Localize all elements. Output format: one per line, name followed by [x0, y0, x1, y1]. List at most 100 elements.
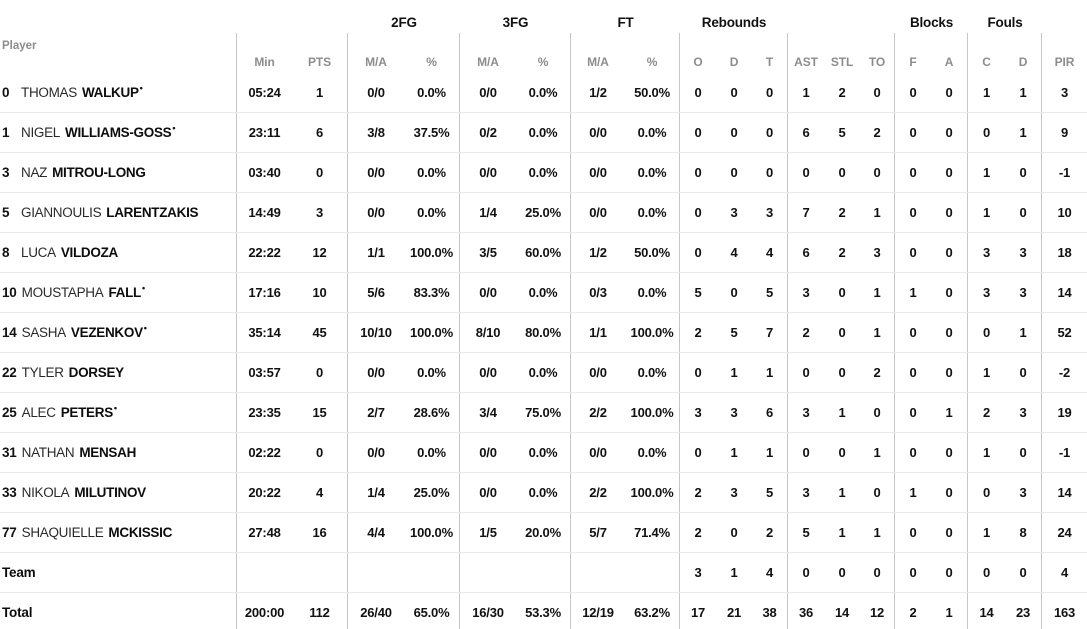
cell-ft-ma: 12/19: [582, 605, 614, 620]
cell-ft-pct: 0.0%: [625, 113, 680, 152]
cell-pts: 1: [292, 73, 348, 112]
cell-fg3-pct: 0.0%: [516, 273, 571, 312]
cell-blk-f: 0: [909, 365, 917, 380]
player-name-link[interactable]: 3 NAZ MITROU-LONG: [0, 153, 237, 192]
table-row: 10 MOUSTAPHA FALL • 17:16 10 5/6 83.3% 0/0 0.…: [0, 273, 1087, 313]
cell-pir: -1: [1058, 165, 1071, 180]
cell-min: 05:24: [248, 85, 281, 100]
cell-foul-d: 3: [1005, 273, 1042, 312]
player-number: 77: [2, 525, 17, 540]
cell-reb-t: 5: [752, 273, 788, 312]
cell-to: 0: [860, 73, 895, 112]
player-name-link[interactable]: 33 NIKOLA MILUTINOV: [0, 473, 237, 512]
cell-reb-t: 1: [752, 353, 788, 392]
cell-to: 0: [860, 393, 895, 432]
cell-fg2-ma: 0/0: [367, 85, 385, 100]
table-row: 31 NATHAN MENSAH 02:22 0 0/0 0.0% 0/0 0.0% 0/0…: [0, 433, 1087, 473]
cell-reb-d: 0: [730, 165, 738, 180]
player-last-name: WILLIAMS-GOSS: [65, 125, 172, 140]
player-first-name: TYLER: [21, 365, 64, 380]
cell-min: 14:49: [248, 205, 281, 220]
cell-to: 1: [860, 273, 895, 312]
group-header-ft: FT: [617, 15, 634, 30]
cell-ft-pct: 100.0%: [625, 393, 680, 432]
player-name-link[interactable]: 31 NATHAN MENSAH: [0, 433, 237, 472]
player-name-link[interactable]: 77 SHAQUIELLE MCKISSIC: [0, 513, 237, 552]
player-name-link[interactable]: 0 THOMAS WALKUP •: [0, 73, 237, 112]
cell-pts: 4: [292, 473, 348, 512]
cell-min: 17:16: [248, 285, 281, 300]
cell-reb-d: 3: [730, 405, 738, 420]
player-last-name: FALL: [108, 285, 141, 300]
cell-to: 1: [860, 433, 895, 472]
cell-blk-a: 0: [931, 313, 968, 352]
group-header-3fg: 3FG: [502, 15, 529, 30]
cell-fg2-ma: 0/0: [367, 205, 385, 220]
player-name-link[interactable]: 5 GIANNOULIS LARENTZAKIS: [0, 193, 237, 232]
cell-ft-ma: 2/2: [589, 485, 607, 500]
cell-reb-t: 5: [752, 473, 788, 512]
cell-pts: 0: [292, 433, 348, 472]
starter-mark-icon: •: [172, 122, 176, 133]
cell-ft-ma: 0/0: [589, 165, 607, 180]
cell-ft-ma: 0/0: [589, 125, 607, 140]
column-header-2fg-pct: %: [404, 33, 460, 73]
column-header-row: Player Min PTS M/A % M/A % M/A % O D T A…: [0, 33, 1087, 73]
player-name-link[interactable]: 22 TYLER DORSEY: [0, 353, 237, 392]
player-name-link[interactable]: 8 LUCA VILDOZA: [0, 233, 237, 272]
cell-fg2-pct: 0.0%: [404, 153, 460, 192]
table-row: 5 GIANNOULIS LARENTZAKIS 14:49 3 0/0 0.0% 1/…: [0, 193, 1087, 233]
cell-fg2-pct: 100.0%: [404, 313, 460, 352]
cell-fg3-ma: 0/0: [479, 485, 497, 500]
cell-foul-d: 0: [1005, 553, 1042, 592]
cell-fg3-ma: 0/0: [479, 285, 497, 300]
player-name-link[interactable]: 1 NIGEL WILLIAMS-GOSS •: [0, 113, 237, 152]
cell-foul-c: 1: [982, 85, 991, 100]
player-last-name: LARENTZAKIS: [106, 205, 199, 220]
cell-fg2-pct: 65.0%: [404, 593, 460, 629]
cell-blk-a: 0: [931, 73, 968, 112]
cell-pir: 19: [1057, 405, 1072, 420]
cell-foul-c: 1: [982, 525, 991, 540]
player-last-name: VILDOZA: [60, 245, 118, 260]
player-first-name: GIANNOULIS: [21, 205, 102, 220]
cell-min: 02:22: [248, 445, 281, 460]
table-row: 33 NIKOLA MILUTINOV 20:22 4 1/4 25.0% 0/0 0.0…: [0, 473, 1087, 513]
cell-fg3-pct: 0.0%: [516, 73, 571, 112]
cell-foul-c: 1: [982, 445, 991, 460]
cell-fg2-ma: 0/0: [367, 165, 385, 180]
cell-fg2-ma: 4/4: [367, 525, 385, 540]
cell-blk-f: 0: [909, 125, 917, 140]
cell-ft-ma: 1/2: [589, 85, 607, 100]
player-number: 14: [2, 325, 17, 340]
column-header-to: TO: [860, 33, 895, 73]
player-name-link[interactable]: 10 MOUSTAPHA FALL •: [0, 273, 237, 312]
cell-fg3-ma: 8/10: [475, 325, 501, 340]
cell-ast: 7: [802, 205, 810, 220]
cell-to: 2: [860, 353, 895, 392]
table-row: 25 ALEC PETERS • 23:35 15 2/7 28.6% 3/4 75.0%…: [0, 393, 1087, 433]
cell-to: 0: [860, 473, 895, 512]
cell-fg3-ma: 0/2: [479, 125, 497, 140]
cell-stl: 2: [838, 85, 846, 100]
player-first-name: NIGEL: [21, 125, 61, 140]
cell-reb-t: 3: [752, 193, 788, 232]
row-label: Team: [2, 565, 36, 580]
player-name-link[interactable]: 25 ALEC PETERS •: [0, 393, 237, 432]
cell-blk-f: 2: [909, 605, 917, 620]
cell-ast: 5: [802, 525, 810, 540]
cell-min: 200:00: [244, 605, 285, 620]
cell-reb-d: 4: [730, 245, 738, 260]
cell-foul-c: 3: [982, 285, 991, 300]
cell-foul-d: 0: [1005, 433, 1042, 472]
player-name-link[interactable]: 14 SASHA VEZENKOV •: [0, 313, 237, 352]
cell-reb-d: 0: [730, 125, 738, 140]
cell-pts: 3: [292, 193, 348, 232]
cell-ft-ma: 0/0: [589, 205, 607, 220]
cell-fg3-ma: 0/0: [479, 85, 497, 100]
cell-foul-c: 0: [982, 325, 991, 340]
player-first-name: SASHA: [21, 325, 67, 340]
cell-reb-d: 1: [730, 565, 738, 580]
cell-blk-a: 0: [931, 553, 968, 592]
cell-fg3-ma: 0/0: [479, 365, 497, 380]
